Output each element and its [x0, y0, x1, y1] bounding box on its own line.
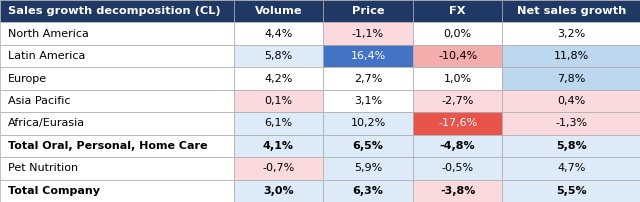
Bar	[323, 180, 413, 202]
Text: -4,8%: -4,8%	[440, 141, 476, 151]
Text: -17,6%: -17,6%	[438, 118, 477, 128]
Bar	[323, 22, 413, 45]
Text: 10,2%: 10,2%	[350, 118, 386, 128]
Text: 11,8%: 11,8%	[554, 51, 589, 61]
Text: 6,3%: 6,3%	[353, 186, 383, 196]
Bar	[0, 67, 234, 90]
Bar	[0, 112, 234, 135]
Text: -1,3%: -1,3%	[555, 118, 588, 128]
Text: 4,2%: 4,2%	[264, 74, 292, 84]
Text: 4,7%: 4,7%	[557, 163, 586, 173]
Text: 6,5%: 6,5%	[353, 141, 383, 151]
Text: FX: FX	[449, 6, 466, 16]
Text: -2,7%: -2,7%	[442, 96, 474, 106]
Text: Total Company: Total Company	[8, 186, 100, 196]
Text: -1,1%: -1,1%	[352, 29, 384, 39]
Text: Volume: Volume	[255, 6, 302, 16]
Text: 4,4%: 4,4%	[264, 29, 292, 39]
Text: 0,1%: 0,1%	[264, 96, 292, 106]
Text: -10,4%: -10,4%	[438, 51, 477, 61]
Bar	[502, 135, 640, 157]
Bar	[0, 45, 234, 67]
Bar	[234, 112, 323, 135]
Bar	[234, 45, 323, 67]
Text: 5,9%: 5,9%	[354, 163, 382, 173]
Text: 16,4%: 16,4%	[350, 51, 386, 61]
Bar	[323, 135, 413, 157]
Bar	[234, 135, 323, 157]
Text: -0,5%: -0,5%	[442, 163, 474, 173]
Bar	[502, 157, 640, 180]
Text: Asia Pacific: Asia Pacific	[8, 96, 70, 106]
Bar	[413, 67, 502, 90]
Text: 1,0%: 1,0%	[444, 74, 472, 84]
Text: 3,0%: 3,0%	[263, 186, 294, 196]
Bar	[0, 157, 234, 180]
Bar	[502, 180, 640, 202]
Bar	[323, 90, 413, 112]
Bar	[234, 157, 323, 180]
Bar	[413, 45, 502, 67]
Bar	[502, 90, 640, 112]
Bar	[234, 180, 323, 202]
Bar	[0, 90, 234, 112]
Bar	[502, 45, 640, 67]
Text: 0,0%: 0,0%	[444, 29, 472, 39]
Text: North America: North America	[8, 29, 88, 39]
Text: 2,7%: 2,7%	[354, 74, 382, 84]
Bar	[323, 0, 413, 22]
Text: -0,7%: -0,7%	[262, 163, 294, 173]
Bar	[413, 180, 502, 202]
Text: 7,8%: 7,8%	[557, 74, 586, 84]
Text: Latin America: Latin America	[8, 51, 85, 61]
Bar	[413, 22, 502, 45]
Text: -3,8%: -3,8%	[440, 186, 476, 196]
Bar	[0, 180, 234, 202]
Bar	[323, 67, 413, 90]
Text: 5,8%: 5,8%	[264, 51, 292, 61]
Text: Sales growth decomposition (CL): Sales growth decomposition (CL)	[8, 6, 220, 16]
Text: 6,1%: 6,1%	[264, 118, 292, 128]
Text: Pet Nutrition: Pet Nutrition	[8, 163, 78, 173]
Bar	[234, 67, 323, 90]
Bar	[502, 22, 640, 45]
Bar	[323, 45, 413, 67]
Text: 5,8%: 5,8%	[556, 141, 587, 151]
Bar	[234, 22, 323, 45]
Text: 3,2%: 3,2%	[557, 29, 586, 39]
Bar	[0, 0, 234, 22]
Bar	[413, 112, 502, 135]
Text: Net sales growth: Net sales growth	[516, 6, 626, 16]
Bar	[413, 0, 502, 22]
Text: 4,1%: 4,1%	[263, 141, 294, 151]
Text: Africa/Eurasia: Africa/Eurasia	[8, 118, 85, 128]
Text: 0,4%: 0,4%	[557, 96, 586, 106]
Bar	[234, 90, 323, 112]
Bar	[323, 157, 413, 180]
Bar	[502, 67, 640, 90]
Text: 5,5%: 5,5%	[556, 186, 586, 196]
Bar	[413, 135, 502, 157]
Bar	[413, 90, 502, 112]
Bar	[502, 0, 640, 22]
Bar	[234, 0, 323, 22]
Text: Europe: Europe	[8, 74, 47, 84]
Bar	[0, 135, 234, 157]
Bar	[0, 22, 234, 45]
Bar	[502, 112, 640, 135]
Text: Total Oral, Personal, Home Care: Total Oral, Personal, Home Care	[8, 141, 207, 151]
Bar	[413, 157, 502, 180]
Text: Price: Price	[352, 6, 384, 16]
Bar	[323, 112, 413, 135]
Text: 3,1%: 3,1%	[354, 96, 382, 106]
